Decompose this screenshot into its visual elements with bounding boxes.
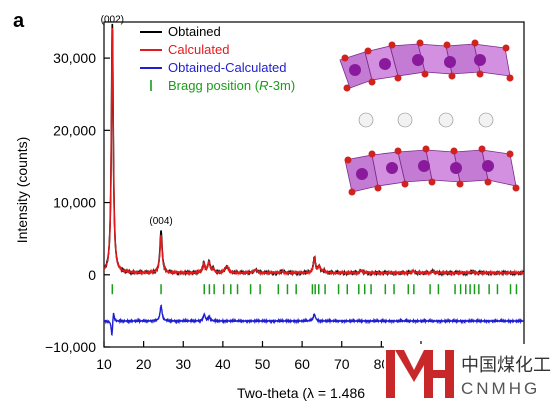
- watermark-text-en: CNMHG: [461, 379, 540, 398]
- bragg-positions: [111, 284, 518, 295]
- y-tick-label: 0: [88, 267, 96, 283]
- y-tick-label: 30,000: [53, 50, 96, 66]
- y-axis: −10,000 0 10,000 20,000 30,000: [45, 50, 110, 355]
- x-tick-label: 20: [136, 356, 152, 372]
- y-axis-title: Intensity (counts): [14, 137, 30, 244]
- x-tick-label: 60: [294, 356, 310, 372]
- y-tick-label: −10,000: [45, 339, 96, 355]
- y-tick-label: 20,000: [53, 122, 96, 138]
- watermark: 中国煤化工 CNMHG: [384, 344, 554, 403]
- x-axis: 102030405060708090: [96, 341, 429, 372]
- peak-labels: (002) (004): [101, 15, 173, 228]
- plot-frame: [103, 21, 525, 348]
- x-tick-label: 50: [255, 356, 271, 372]
- watermark-text-cn: 中国煤化工: [461, 355, 551, 376]
- legend: Obtained Calculated Obtained-Calculated Bra…: [140, 24, 295, 93]
- series-line-3: [103, 304, 525, 337]
- x-tick-label: 10: [96, 356, 112, 372]
- legend-label: Calculated: [168, 42, 229, 57]
- legend-label: Bragg position (R-3m): [168, 78, 295, 93]
- legend-label: Obtained-Calculated: [168, 60, 287, 75]
- plot-axes: −10,000 0 10,000 20,000 30,000 10 20 30 40 50 60 7…: [45, 21, 525, 372]
- x-tick-label: 70: [334, 356, 350, 372]
- panel-letter: a: [13, 10, 25, 32]
- peak-label: (002): [101, 15, 124, 26]
- octahedral-layer-bottom: [344, 145, 520, 196]
- x-axis-title: Two-theta (λ = 1.486: [237, 385, 365, 401]
- legend-label: Obtained: [168, 24, 221, 39]
- x-tick-label: 30: [175, 356, 191, 372]
- data-series: [103, 23, 525, 337]
- series-line-2: [103, 27, 525, 277]
- x-tick-label: 40: [215, 356, 231, 372]
- crystal-structure-image: [339, 39, 520, 196]
- y-tick-label: 10,000: [53, 195, 96, 211]
- peak-label: (004): [149, 216, 172, 227]
- octahedral-layer-top: [339, 39, 514, 92]
- watermark-logo: [386, 350, 454, 398]
- lithium-layer: [358, 112, 494, 128]
